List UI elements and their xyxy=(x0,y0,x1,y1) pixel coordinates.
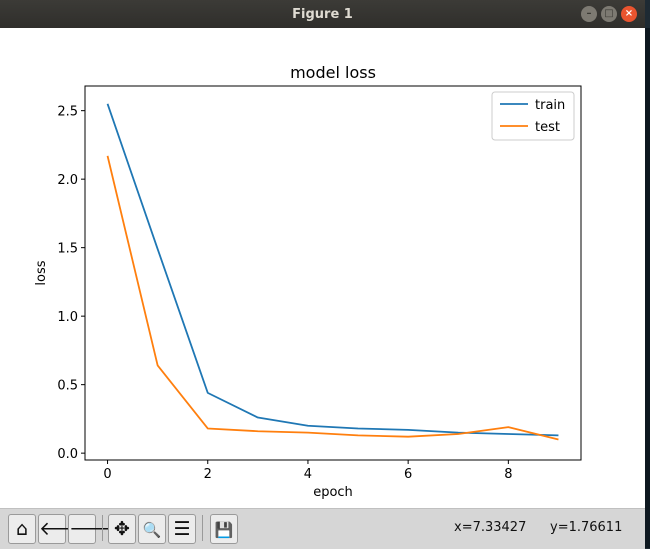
maximize-icon[interactable]: □ xyxy=(601,6,617,22)
configure-subplots-button[interactable]: ☰ xyxy=(168,514,196,544)
save-button[interactable]: 💾 xyxy=(210,514,238,544)
x-tick-label: 0 xyxy=(103,467,111,482)
series-line-test xyxy=(106,155,559,441)
navigation-toolbar: ⌂ 🡐 🡒 ✥ 🔍 ☰ 💾 x=7.33427 y=1.76611 xyxy=(0,508,645,549)
y-tick-label: 2.5 xyxy=(57,105,78,120)
y-axis-label: loss xyxy=(34,260,49,285)
y-tick-label: 2.0 xyxy=(57,173,78,188)
y-tick-label: 0.0 xyxy=(57,447,78,462)
home-button[interactable]: ⌂ xyxy=(8,514,36,544)
forward-button[interactable]: 🡒 xyxy=(68,514,120,544)
toolbar-separator xyxy=(102,515,103,541)
y-coordinate-readout: y=1.76611 xyxy=(550,520,623,535)
y-tick-label: 1.0 xyxy=(57,310,78,325)
legend-label-test: test xyxy=(535,120,560,135)
arrow-right-icon: 🡒 xyxy=(69,518,120,540)
x-axis-label: epoch xyxy=(313,485,353,500)
y-tick-label: 1.5 xyxy=(57,242,78,257)
chart-title: model loss xyxy=(290,63,376,82)
pan-button[interactable]: ✥ xyxy=(108,514,136,544)
legend-label-train: train xyxy=(535,98,565,113)
close-icon[interactable]: × xyxy=(621,6,637,22)
toolbar-separator xyxy=(202,515,203,541)
y-tick-label: 0.5 xyxy=(57,379,78,394)
background-terminal-strip xyxy=(645,28,650,548)
loss-chart: 0 2 4 6 8 0.0 0.5 1.0 1.5 2.0 2.5 model loss epoch… xyxy=(34,63,582,500)
minimize-icon[interactable]: – xyxy=(581,6,597,22)
legend: train test xyxy=(491,91,575,141)
home-icon: ⌂ xyxy=(15,518,29,540)
x-coordinate-readout: x=7.33427 xyxy=(454,520,527,535)
floppy-icon: 💾 xyxy=(214,521,234,539)
sliders-icon: ☰ xyxy=(173,518,191,540)
window-title: Figure 1 xyxy=(292,6,353,22)
x-tick-label: 2 xyxy=(204,467,212,482)
zoom-button[interactable]: 🔍 xyxy=(138,514,166,544)
plot-frame xyxy=(84,85,582,461)
back-button[interactable]: 🡐 xyxy=(38,514,90,544)
x-tick-label: 4 xyxy=(304,467,312,482)
x-tick-label: 6 xyxy=(404,467,412,482)
x-tick-label: 8 xyxy=(504,467,512,482)
series-line-train xyxy=(106,103,559,437)
figure-canvas[interactable]: 0 2 4 6 8 0.0 0.5 1.0 1.5 2.0 2.5 model loss epoch… xyxy=(5,28,645,508)
move-icon: ✥ xyxy=(114,518,130,540)
window-titlebar[interactable]: Figure 1 – □ × xyxy=(0,0,645,28)
magnifier-icon: 🔍 xyxy=(142,521,162,539)
